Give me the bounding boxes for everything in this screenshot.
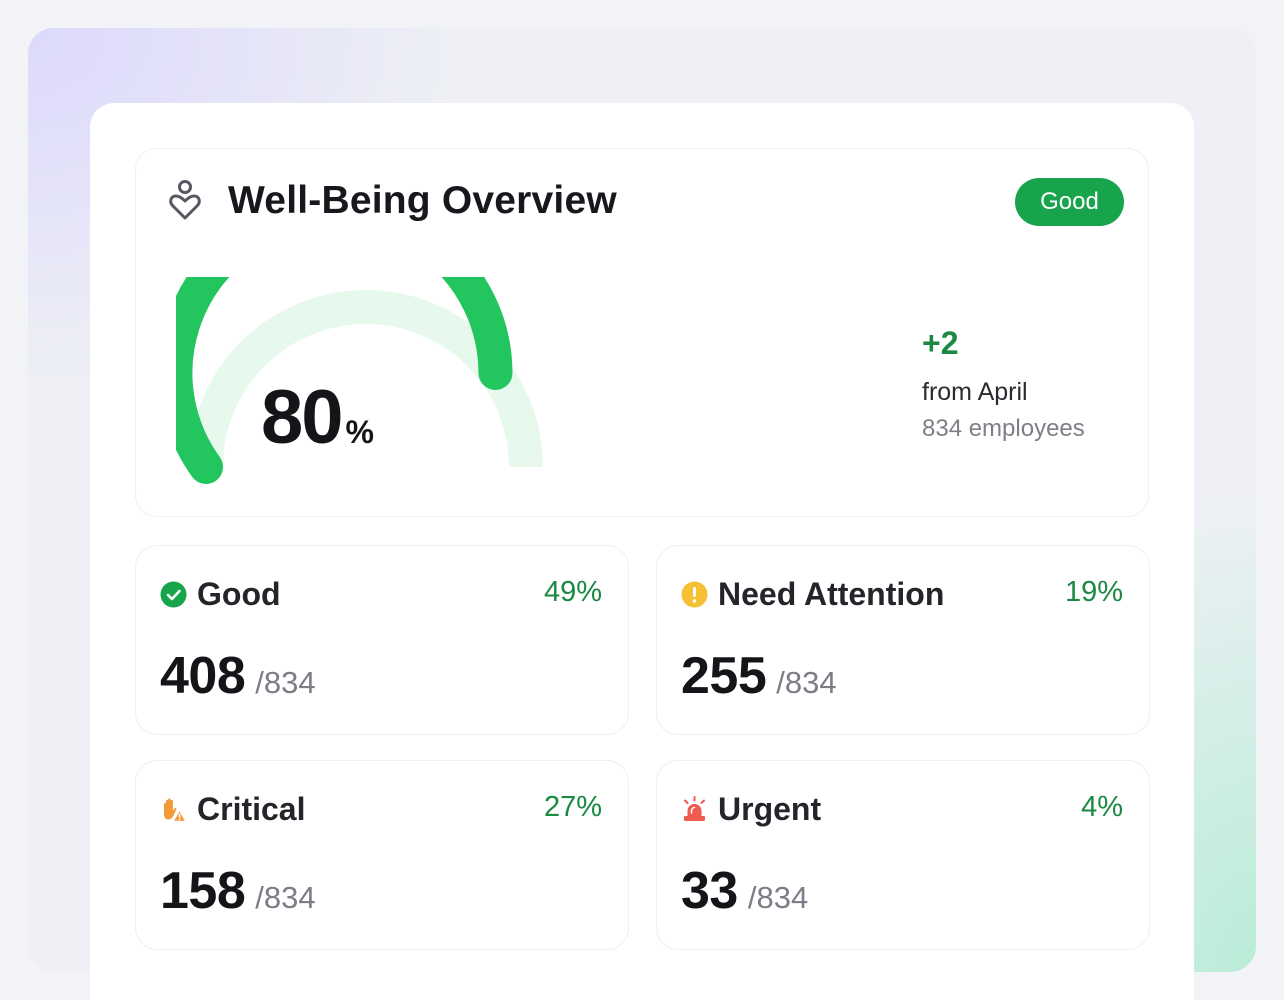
stat-percent: 19%: [1064, 576, 1123, 608]
stat-card-critical[interactable]: Critical 27% 158 /834: [135, 760, 629, 950]
stat-count-row: 158 /834: [160, 861, 316, 921]
exclamation-circle-icon: [681, 581, 708, 608]
stat-label: Critical: [197, 791, 306, 827]
wellbeing-overview-card: Well-Being Overview Good 80 % +2 from Ap…: [135, 148, 1149, 517]
stat-count-row: 408 /834: [160, 646, 316, 706]
stat-header: Critical: [160, 791, 305, 828]
gauge-track: [189, 290, 543, 468]
stat-count: 33: [681, 862, 738, 920]
gauge-percent-unit: %: [345, 414, 374, 450]
stat-total: /834: [776, 665, 837, 700]
stat-header: Good: [160, 576, 281, 613]
stat-percent: 49%: [543, 576, 602, 608]
stat-label: Urgent: [718, 791, 822, 827]
page-title: Well-Being Overview: [228, 179, 617, 222]
person-heart-icon: [169, 180, 201, 220]
employee-count: 834 employees: [922, 415, 1085, 442]
stat-percent: 27%: [543, 791, 602, 823]
dashboard-panel: Well-Being Overview Good 80 % +2 from Ap…: [90, 103, 1194, 1000]
stat-total: /834: [747, 880, 809, 915]
status-badge[interactable]: Good: [1015, 178, 1124, 226]
overview-header: Well-Being Overview: [166, 179, 617, 223]
change-period: from April: [922, 378, 1028, 406]
stat-header: Need Attention: [681, 576, 944, 613]
wellbeing-gauge: [176, 277, 543, 484]
stat-header: Urgent: [681, 791, 821, 828]
change-summary: +2 from April 834 employees: [922, 325, 1085, 443]
stat-count-row: 255 /834: [681, 646, 837, 706]
stat-card-urgent[interactable]: Urgent 4% 33 /834: [656, 760, 1150, 950]
stat-total: /834: [255, 665, 316, 700]
stat-total: /834: [255, 880, 316, 915]
stat-card-need-attention[interactable]: Need Attention 19% 255 /834: [656, 545, 1150, 735]
stat-percent: 4%: [1081, 791, 1123, 823]
gauge-readout: 80 %: [261, 374, 374, 461]
stat-label: Need Attention: [718, 576, 945, 612]
stat-count-row: 33 /834: [681, 861, 808, 921]
stat-count: 255: [681, 647, 767, 705]
change-delta: +2: [922, 325, 959, 361]
gauge-fill: [176, 277, 513, 484]
hand-warning-icon: [164, 798, 187, 823]
stat-count: 408: [160, 647, 246, 705]
alarm-siren-icon: [684, 796, 705, 821]
stat-label: Good: [197, 576, 281, 612]
stat-card-good[interactable]: Good 49% 408 /834: [135, 545, 629, 735]
check-circle-icon: [160, 581, 187, 608]
gauge-percent-value: 80: [261, 375, 344, 460]
stat-count: 158: [160, 862, 246, 920]
